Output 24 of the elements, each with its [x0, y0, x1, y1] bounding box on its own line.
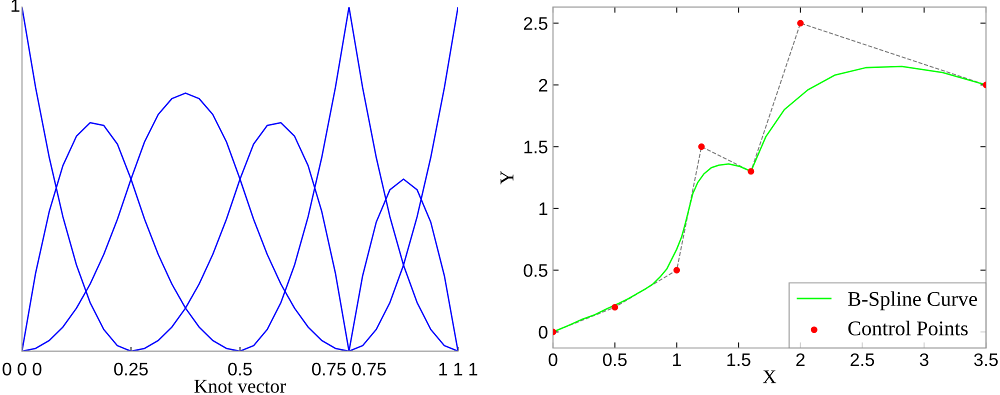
x-tick-label: 0.75 0.75: [312, 362, 386, 376]
y-tick-label: 1: [539, 202, 548, 215]
x-tick-label: 1 1 1: [439, 362, 478, 376]
y-tick-label: 2: [539, 78, 548, 92]
y-tick-label: 0: [538, 326, 548, 339]
x-tick-label: 3: [920, 353, 928, 366]
x-tick-label: 2.5: [850, 353, 874, 366]
x-tick-label: 1: [673, 354, 681, 366]
y-axis-title: Y: [500, 171, 514, 184]
x-tick-label: 0.5: [603, 353, 627, 366]
x-tick-label: 0 0 0: [2, 362, 42, 376]
y-tick-label: 1.5: [524, 140, 548, 154]
legend-label: B-Spline Curve: [848, 291, 977, 310]
x-tick-label: 2: [796, 353, 805, 366]
x-tick-label: 0.5: [228, 362, 252, 376]
x-tick-label: 1.5: [727, 354, 750, 366]
y-tick-label: 2.5: [524, 17, 548, 30]
x-axis-title: X: [762, 370, 776, 384]
x-tick-label: 3.5: [974, 353, 998, 366]
x-axis-title: Knot vector: [194, 380, 286, 393]
x-tick-label: 0: [548, 353, 558, 366]
x-tick-label: 0.25: [114, 362, 148, 376]
y-tick-label: 0.5: [524, 264, 548, 277]
legend-label: Control Points: [848, 320, 968, 336]
